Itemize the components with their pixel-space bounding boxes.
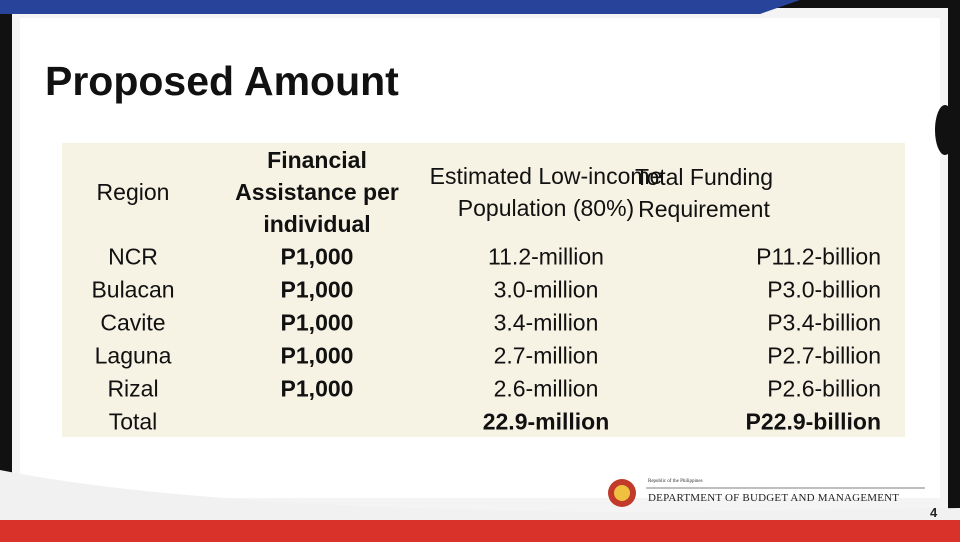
table-cell: P3.0-billion bbox=[767, 276, 881, 303]
table-cell: P2.6-billion bbox=[767, 375, 881, 402]
table-cell: P1,000 bbox=[280, 243, 354, 270]
table-cell: P1,000 bbox=[280, 342, 354, 369]
title: Proposed Amount bbox=[45, 58, 399, 104]
table-cell: P2.7-billion bbox=[767, 342, 881, 369]
page-number: 4 bbox=[930, 505, 938, 520]
table-cell: Laguna bbox=[94, 342, 172, 369]
red-swoosh bbox=[0, 500, 960, 542]
seal-center bbox=[614, 485, 630, 501]
column-header: Region bbox=[96, 179, 170, 205]
column-header: Estimated Low-income Population (80%) bbox=[429, 163, 663, 221]
table-cell: 11.2-million bbox=[488, 243, 604, 270]
table-cell: P11.2-billion bbox=[756, 243, 881, 270]
table: Region Financial Assistance per individua… bbox=[62, 143, 905, 437]
table-cell: 2.7-million bbox=[493, 342, 599, 369]
column-header: Total Funding Requirement bbox=[634, 164, 774, 222]
table-cell: 2.6-million bbox=[493, 375, 599, 402]
table-cell: 3.4-million bbox=[493, 309, 599, 336]
table-cell: Bulacan bbox=[91, 276, 175, 303]
table-cell: 3.0-million bbox=[493, 276, 599, 303]
table-cell: Cavite bbox=[100, 309, 166, 336]
footer-agency: DEPARTMENT OF BUDGET AND MANAGEMENT bbox=[648, 492, 900, 504]
table-cell: P3.4-billion bbox=[767, 309, 881, 336]
footer-country: Republic of the Philippines bbox=[648, 479, 703, 484]
edge-shape bbox=[935, 105, 955, 155]
table-cell: P1,000 bbox=[280, 309, 354, 336]
table-cell: P1,000 bbox=[280, 375, 354, 402]
blue-stripe bbox=[0, 0, 800, 14]
white-swoosh bbox=[0, 470, 960, 520]
table-cell: Total bbox=[108, 408, 158, 435]
table-cell: P22.9-billion bbox=[745, 408, 881, 435]
table-cell: Rizal bbox=[107, 375, 159, 402]
table-cell: 22.9-million bbox=[482, 408, 610, 435]
table-cell: P1,000 bbox=[280, 276, 354, 303]
table-cell: NCR bbox=[108, 243, 158, 270]
column-header: Financial Assistance per individual bbox=[235, 147, 399, 237]
